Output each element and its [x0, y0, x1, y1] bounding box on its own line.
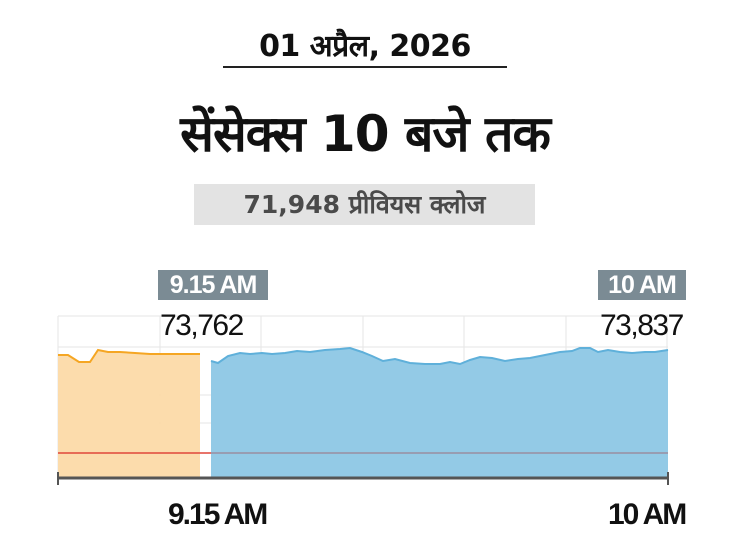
session-area: [211, 348, 668, 478]
previous-close-badge: 71,948 प्रीवियस क्लोज: [194, 184, 535, 225]
x-axis-label-right: 10 AM: [608, 498, 687, 531]
left-value-label: 73,762: [160, 309, 244, 342]
right-value-label: 73,837: [600, 309, 684, 342]
x-axis: [57, 472, 669, 485]
pre-open-area: [58, 350, 200, 478]
chart-title: सेंसेक्स 10 बजे तक: [180, 105, 551, 163]
right-time-tag: 10 AM: [598, 270, 686, 300]
date-underline: [223, 66, 507, 68]
x-axis-label-left: 9.15 AM: [168, 498, 268, 531]
session-line: [210, 346, 669, 366]
date-heading: 01 अप्रैल, 2026: [259, 29, 471, 64]
left-time-tag: 9.15 AM: [158, 270, 268, 300]
pre-open-line: [58, 348, 200, 363]
